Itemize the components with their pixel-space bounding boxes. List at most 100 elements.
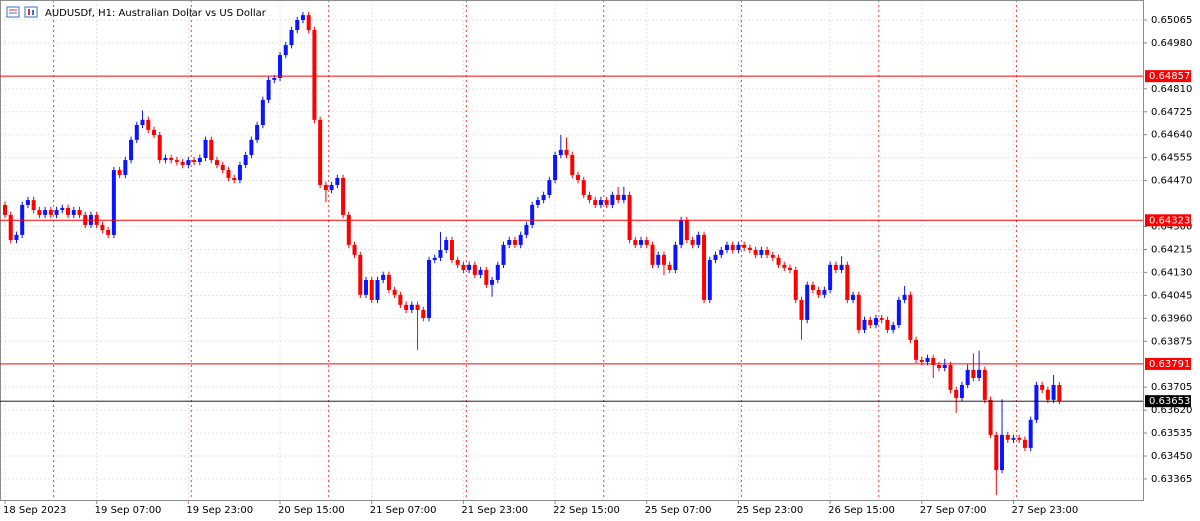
candle-body — [851, 294, 856, 300]
candle-body — [702, 234, 707, 300]
candle-body — [352, 244, 357, 255]
candle-body — [707, 259, 712, 300]
candle-body — [232, 177, 237, 181]
level-label-bg — [1145, 214, 1191, 227]
candle-body — [31, 200, 36, 211]
level-label: 0.64323 — [1149, 215, 1190, 226]
candle-body — [249, 139, 254, 155]
candle-body — [805, 284, 810, 320]
y-tick-label: 0.64725 — [1151, 107, 1192, 118]
candle-body — [530, 204, 535, 225]
candle-body — [1000, 434, 1005, 471]
candle-body — [151, 129, 156, 135]
candle-body — [146, 119, 151, 130]
candle-body — [656, 254, 661, 265]
candle-body — [982, 369, 987, 400]
candle-body — [965, 369, 970, 385]
candle-body — [432, 257, 437, 260]
candle-body — [140, 119, 145, 125]
candle-body — [117, 170, 122, 175]
candle-body — [902, 294, 907, 300]
candle-body — [335, 177, 340, 185]
candle-body — [765, 250, 770, 255]
candle-body — [278, 55, 283, 79]
y-tick-label: 0.64215 — [1151, 244, 1192, 255]
candle-body — [1028, 419, 1033, 448]
candle-body — [753, 250, 758, 255]
candle-body — [816, 289, 821, 295]
candle-body — [793, 269, 798, 300]
x-tick-label: 26 Sep 15:00 — [828, 505, 895, 516]
candle-body — [862, 319, 867, 330]
candle-body — [587, 194, 592, 201]
candle-body — [157, 134, 162, 161]
candle-body — [174, 160, 179, 162]
candle-body — [988, 399, 993, 435]
candle-body — [936, 365, 941, 368]
candle-body — [810, 284, 815, 290]
candle-body — [639, 240, 644, 245]
candle-body — [570, 154, 575, 175]
candle-body — [3, 204, 7, 215]
candle-body — [650, 244, 655, 265]
level-label-bg — [1145, 357, 1191, 370]
candle-body — [633, 240, 638, 245]
candle-body — [696, 234, 701, 245]
candle-body — [948, 365, 953, 390]
x-tick-label: 25 Sep 23:00 — [736, 505, 803, 516]
candle-body — [438, 250, 443, 258]
candle-body — [186, 160, 191, 165]
candle-body — [358, 254, 363, 295]
candle-body — [845, 264, 850, 300]
candle-body — [925, 357, 930, 363]
candle-body — [329, 184, 334, 191]
candle-body — [14, 234, 19, 241]
x-tick-label: 22 Sep 15:00 — [553, 505, 620, 516]
candle-body — [386, 274, 391, 290]
y-tick-label: 0.63620 — [1151, 405, 1192, 416]
candle-body — [134, 125, 139, 140]
candle-body — [449, 240, 454, 260]
y-tick-label: 0.64130 — [1151, 267, 1192, 278]
candle-body — [1017, 437, 1022, 440]
candle-body — [667, 264, 672, 270]
candle-body — [444, 240, 449, 250]
candle-body — [535, 200, 540, 205]
candle-body — [868, 319, 873, 326]
candle-body — [776, 257, 781, 265]
candle-body — [226, 170, 231, 178]
candle-body — [1022, 439, 1027, 448]
candle-body — [856, 294, 861, 330]
candle-body — [111, 170, 116, 235]
candle-body — [730, 244, 735, 250]
candle-body — [891, 325, 896, 330]
candle-body — [977, 369, 982, 378]
candle-body — [770, 254, 775, 258]
candle-body — [598, 200, 603, 205]
candle-body — [180, 161, 185, 165]
candle-body — [484, 269, 489, 285]
candle-body — [914, 339, 919, 360]
candle-body — [971, 369, 976, 378]
candle-body — [318, 119, 323, 185]
candle-body — [300, 15, 305, 20]
candle-body — [673, 244, 678, 270]
candles — [3, 11, 1062, 495]
candle-body — [266, 79, 271, 100]
candle-body — [931, 357, 936, 366]
candle-body — [719, 250, 724, 255]
candle-body — [518, 234, 523, 245]
candle-body — [455, 259, 460, 265]
candle-body — [799, 299, 804, 320]
level-label: 0.64857 — [1149, 71, 1190, 82]
candle-body — [392, 289, 397, 295]
y-tick-label: 0.64640 — [1151, 130, 1192, 141]
candle-body — [661, 254, 666, 265]
candle-body — [1034, 384, 1039, 420]
candle-body — [724, 244, 729, 250]
candle-body — [713, 254, 718, 260]
candle-body — [1040, 384, 1045, 390]
candle-body — [203, 139, 208, 158]
